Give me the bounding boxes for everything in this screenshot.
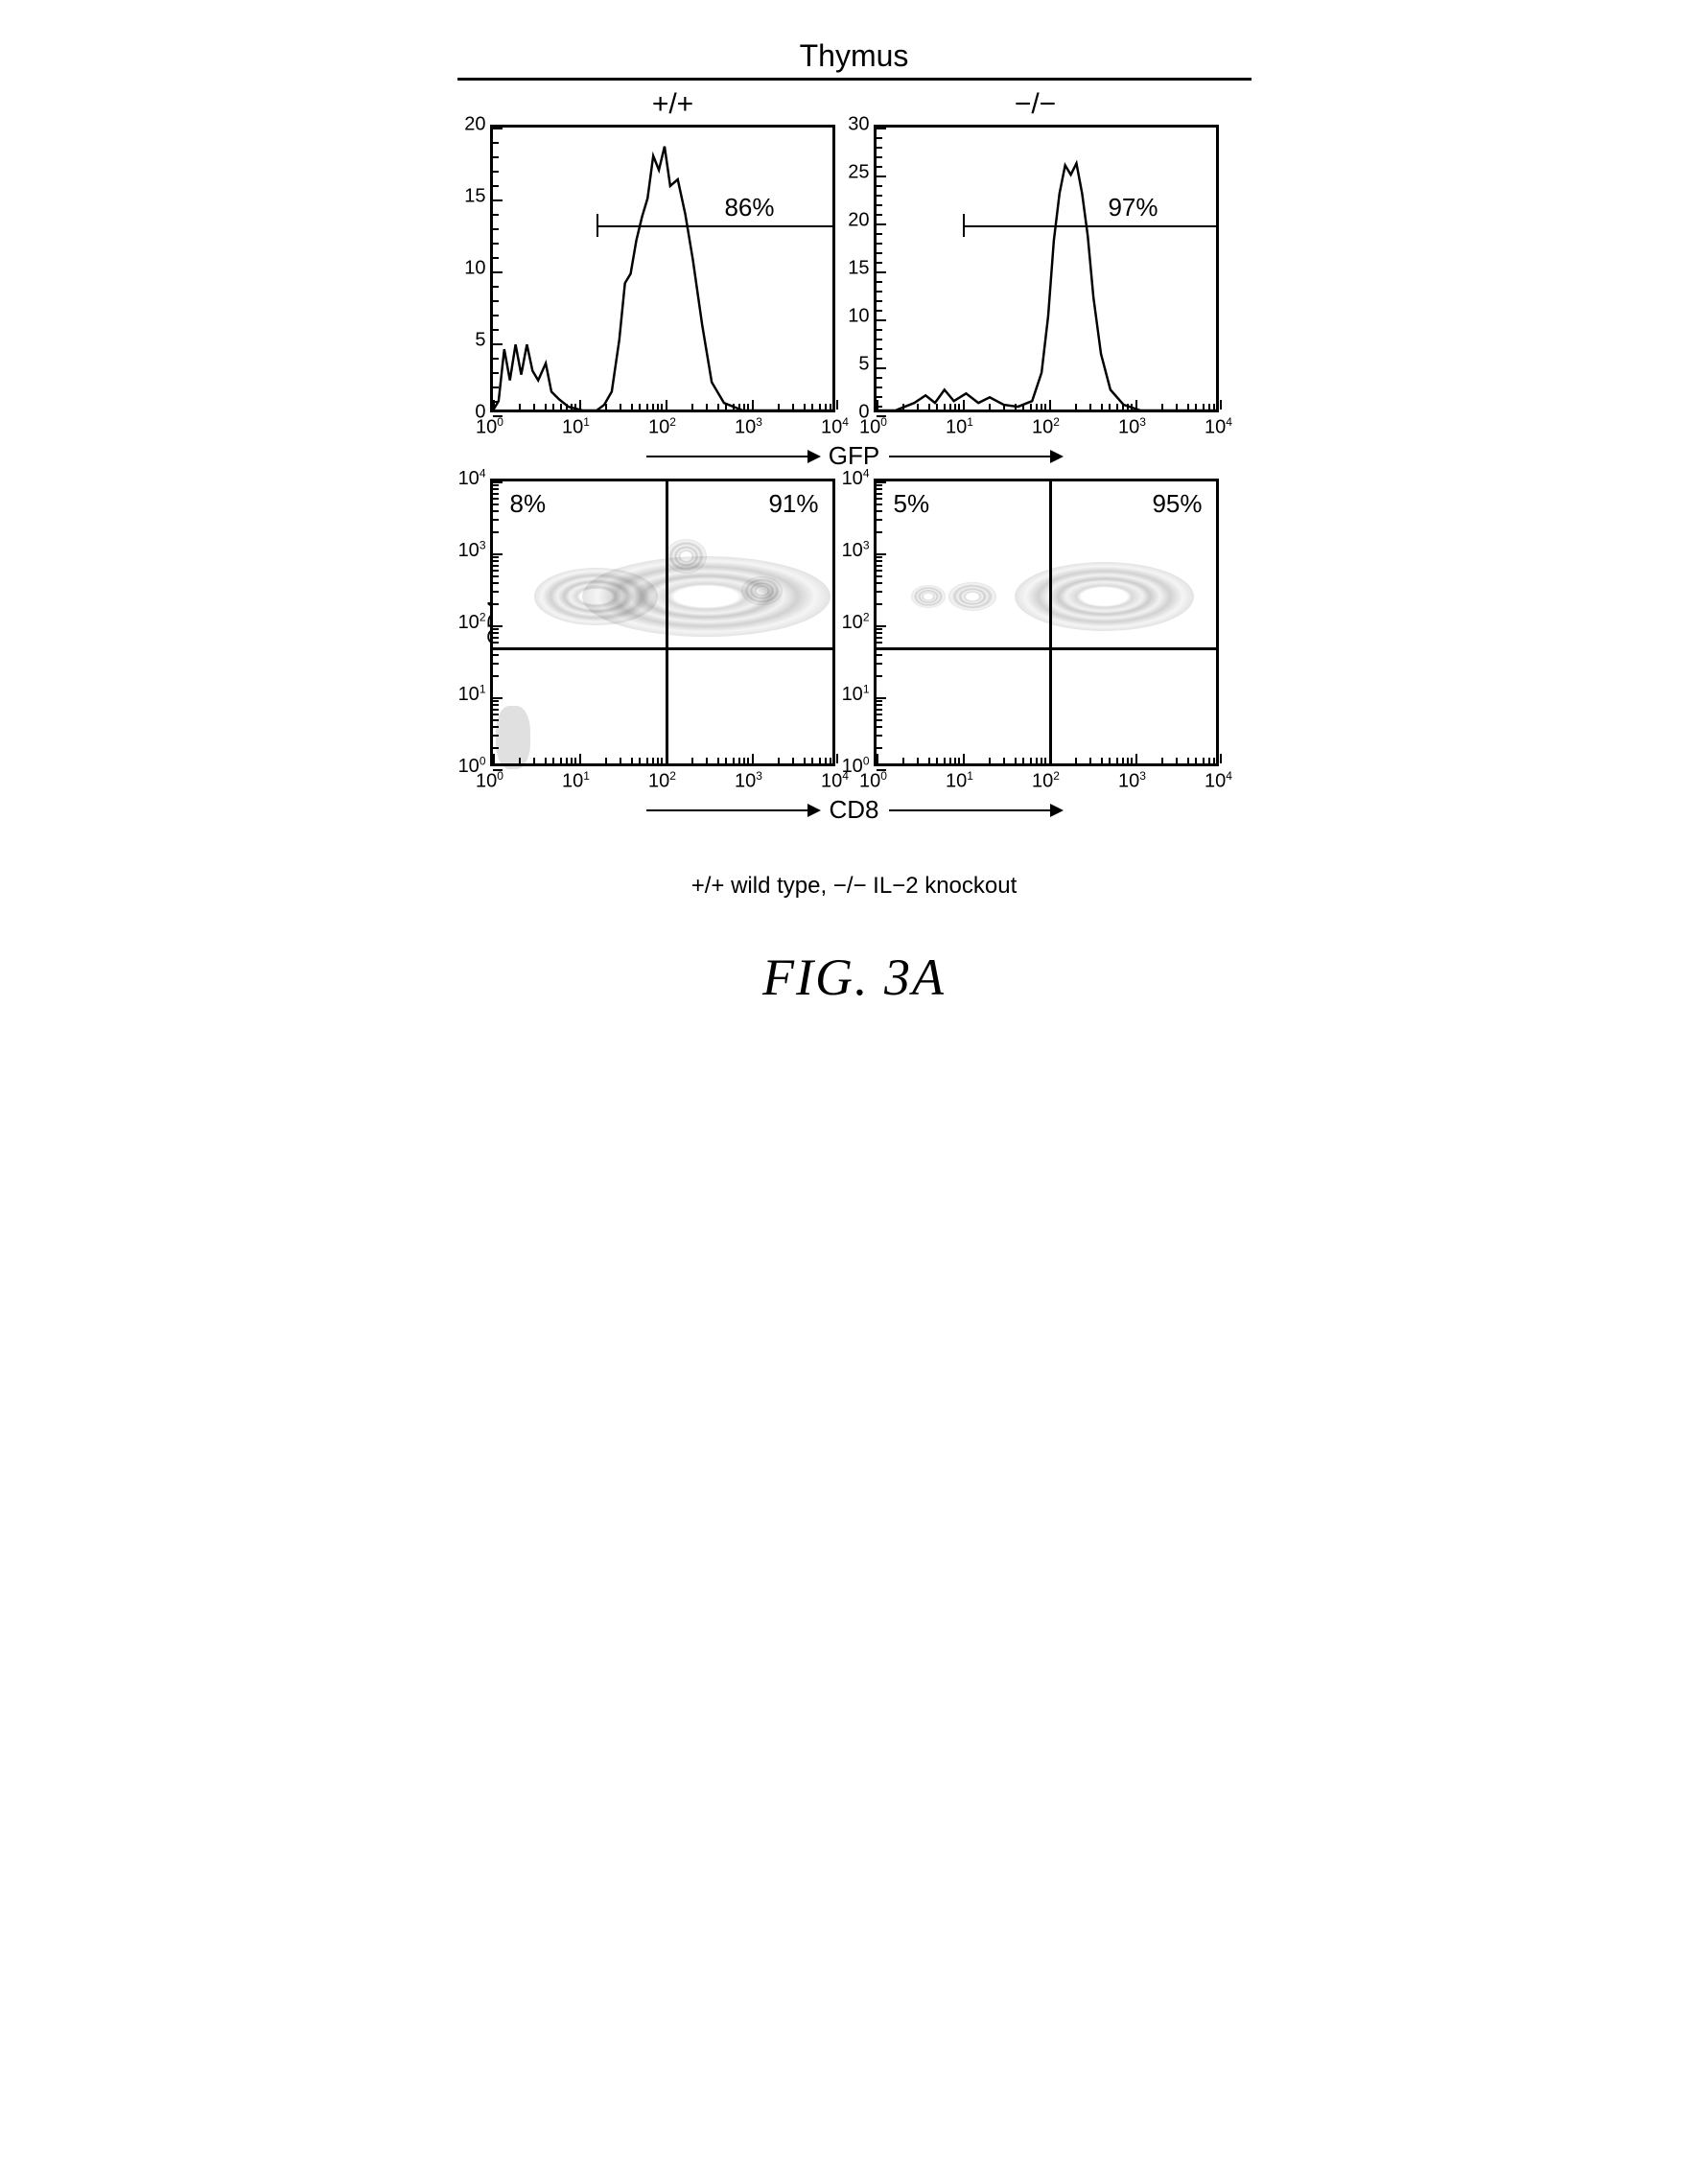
- ytickmarks-hist-left: [493, 128, 503, 410]
- contour-blob: [1015, 562, 1194, 631]
- gate-pct-left: 86%: [724, 193, 774, 222]
- q2-pct-left: 91%: [768, 489, 818, 519]
- figure-caption: +/+ wild type, −/− IL−2 knockout: [423, 873, 1286, 900]
- yticks-hist-right: 051015202530: [841, 125, 870, 412]
- xtickmarks-hist-right: [877, 400, 1216, 410]
- ytickmarks-cont-right: [877, 481, 886, 763]
- contour-right-panel: 5% 95%: [874, 479, 1219, 766]
- contour-blob: [534, 568, 659, 625]
- contour-blob: [911, 585, 946, 608]
- figure-3a: Thymus +/+ −/− 86% 05101520 100101102103…: [423, 38, 1286, 1007]
- ylogticks-left: 100101102103104: [452, 479, 486, 766]
- contour-left-panel: 8% 91%: [490, 479, 835, 766]
- gate-pct-right: 97%: [1108, 193, 1158, 222]
- xticks-hist-left: 100101102103104: [490, 416, 835, 439]
- cd8-axis-label-row: CD8: [423, 795, 1286, 825]
- arrow-icon: [889, 809, 1062, 811]
- xticks-hist-right: 100101102103104: [874, 416, 1219, 439]
- quad-hline-right: [877, 647, 1216, 650]
- cd8-axis-text: CD8: [829, 795, 878, 825]
- gate-line-right: [963, 225, 1216, 227]
- xtickmarks-hist-left: [493, 400, 832, 410]
- xtickmarks-cont-left: [493, 754, 832, 763]
- contour-left-wrap: CD4 8% 91% 100101102103104 1001011021031…: [490, 479, 835, 766]
- hist-right-panel: 97%: [874, 125, 1219, 412]
- hist-left-wrap: 86% 05101520 100101102103104: [490, 125, 835, 412]
- xticks-cont-right: 100101102103104: [874, 770, 1219, 793]
- figure-number: FIG. 3A: [423, 948, 1286, 1007]
- q2-pct-right: 95%: [1152, 489, 1202, 519]
- contour-right-wrap: 5% 95% 100101102103104 100101102103104: [874, 479, 1219, 766]
- xtickmarks-cont-right: [877, 754, 1216, 763]
- ytickmarks-hist-right: [877, 128, 886, 410]
- col-header-left: +/+: [652, 88, 693, 121]
- col-header-right: −/−: [1015, 88, 1056, 121]
- yticks-hist-left: 05101520: [457, 125, 486, 412]
- gate-line-left: [597, 225, 832, 227]
- contour-smudge: [496, 706, 530, 769]
- q1-pct-left: 8%: [510, 489, 547, 519]
- contour-row: CD4 8% 91% 100101102103104 1001011021031…: [423, 479, 1286, 766]
- arrow-icon: [889, 456, 1062, 457]
- histogram-row: 86% 05101520 100101102103104 97% 0510152…: [423, 125, 1286, 412]
- title-underline: [457, 78, 1252, 81]
- hist-left-panel: 86%: [490, 125, 835, 412]
- hist-right-svg: [877, 128, 1216, 410]
- xticks-cont-left: 100101102103104: [490, 770, 835, 793]
- ylogticks-right: 100101102103104: [835, 479, 870, 766]
- hist-right-wrap: 97% 051015202530 100101102103104: [874, 125, 1219, 412]
- arrow-icon: [646, 809, 819, 811]
- arrow-icon: [646, 456, 819, 457]
- q1-pct-right: 5%: [894, 489, 930, 519]
- contour-blob: [741, 576, 783, 605]
- hist-left-svg: [493, 128, 832, 410]
- contour-blob: [948, 582, 996, 611]
- contour-blob: [666, 539, 707, 574]
- figure-title: Thymus: [423, 38, 1286, 74]
- quad-hline-left: [493, 647, 832, 650]
